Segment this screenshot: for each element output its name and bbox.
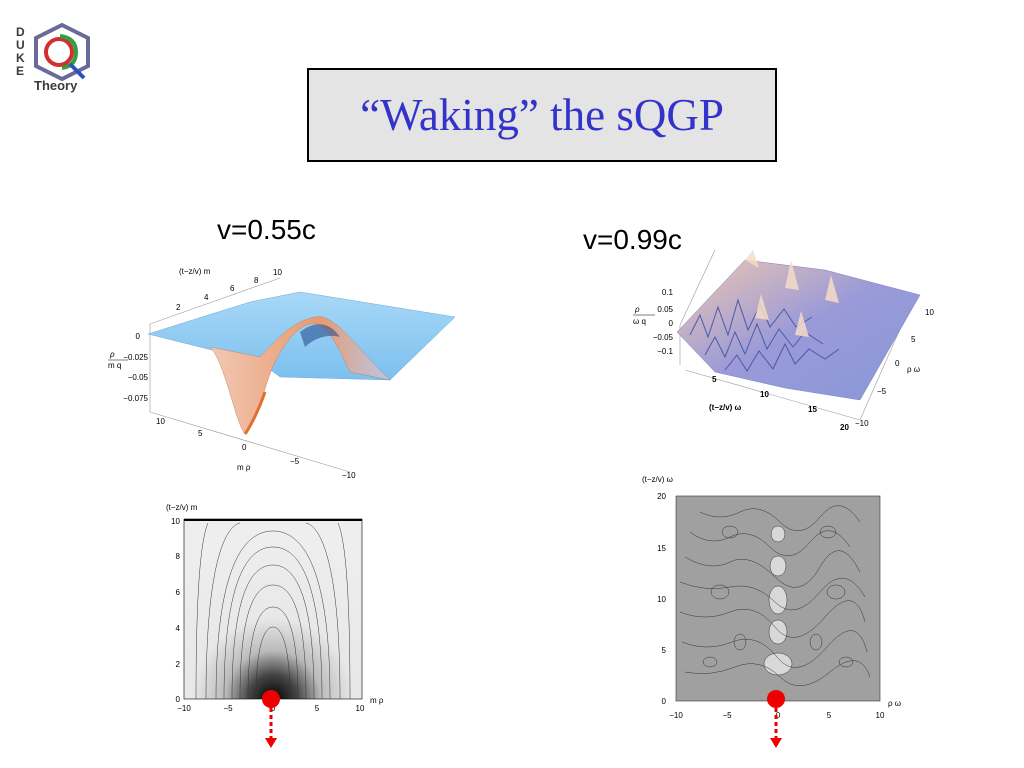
left-surface-x-tick: −5 — [290, 457, 300, 466]
right-contour-y-title: (t−z/v) ω — [642, 475, 673, 484]
right-surface-x-tick: 5 — [712, 375, 717, 384]
right-contour-x-tick: 10 — [876, 711, 885, 720]
left-surface-x-title: m ρ — [237, 463, 251, 472]
qcd-hexagon-icon — [34, 22, 90, 82]
velocity-label-left: v=0.55c — [217, 214, 316, 245]
left-source-marker-icon — [262, 690, 280, 748]
right-contour-y-tick: 20 — [657, 492, 666, 501]
left-contour-x-tick: 10 — [356, 704, 365, 713]
right-surface-x-tick: 15 — [808, 405, 817, 414]
logo-letter-u: U — [16, 38, 25, 52]
left-surface-z-tick: −0.075 — [123, 394, 148, 403]
right-contour-x-title: ρ ω — [888, 699, 901, 708]
duke-theory-logo: D U K E Theory — [12, 20, 102, 100]
right-surface-plot: 0.1 0.05 0 −0.05 −0.1 ρ ω q 5 10 15 20 (… — [633, 249, 934, 432]
left-contour-x-tick: −5 — [223, 704, 233, 713]
right-surface-z-label-num: ρ — [634, 305, 640, 314]
left-surface-x-tick: 10 — [156, 417, 165, 426]
right-surface-x-tick: 20 — [840, 423, 849, 432]
left-surface-y-tick: 2 — [176, 303, 181, 312]
title-box: “Waking” the sQGP — [307, 68, 777, 162]
left-surface-z-label-den: m q — [108, 361, 121, 370]
left-surface-y-tick: 4 — [204, 293, 209, 302]
right-source-marker-icon — [767, 690, 785, 748]
right-surface-z-tick: 0 — [669, 319, 674, 328]
right-contour-x-tick: −10 — [669, 711, 683, 720]
left-contour-y-tick: 6 — [176, 588, 181, 597]
left-surface-y-tick: 8 — [254, 276, 259, 285]
slide-title: “Waking” the sQGP — [360, 90, 724, 140]
left-contour-y-title: (t−z/v) m — [166, 503, 198, 512]
right-contour-y-tick: 10 — [657, 595, 666, 604]
logo-word: Theory — [34, 78, 78, 93]
left-contour-y-tick: 0 — [176, 695, 181, 704]
right-surface-y-tick: −5 — [877, 387, 887, 396]
right-surface-z-tick: 0.05 — [657, 305, 673, 314]
right-contour-y-tick: 0 — [662, 697, 667, 706]
right-surface-z-label-den: ω q — [633, 317, 646, 326]
logo-letters: D U K E — [16, 26, 25, 78]
left-surface-x-tick: 5 — [198, 429, 203, 438]
right-contour-x-tick: −5 — [722, 711, 732, 720]
left-contour-x-title: m ρ — [370, 696, 384, 705]
logo-letter-k: K — [16, 51, 25, 65]
right-surface-y-tick: 0 — [895, 359, 900, 368]
left-contour-x-tick: 0 — [271, 704, 276, 713]
left-contour-y-tick: 2 — [176, 660, 181, 669]
left-surface-z-label-num: ρ — [109, 350, 115, 359]
right-contour-y-tick: 5 — [662, 646, 667, 655]
logo-letter-e: E — [16, 64, 25, 78]
right-contour-x-tick: 5 — [827, 711, 832, 720]
left-surface-x-tick: 0 — [242, 443, 247, 452]
left-surface-x-tick: −10 — [342, 471, 356, 480]
right-surface-x-title: (t−z/v) ω — [709, 403, 742, 412]
left-surface-y-tick: 10 — [273, 268, 282, 277]
right-contour-plot: (t−z/v) ω 20 15 10 5 0 −10 −5 0 5 10 ρ ω — [642, 475, 901, 720]
left-surface-plot: (t−z/v) m 2 4 6 8 10 0 −0.025 −0.05 −0.0… — [108, 267, 456, 480]
left-contour-y-tick: 4 — [176, 624, 181, 633]
right-surface-y-title: ρ ω — [907, 365, 920, 374]
left-surface-y-tick: 6 — [230, 284, 235, 293]
logo-letter-d: D — [16, 25, 25, 39]
left-contour-x-tick: 5 — [315, 704, 320, 713]
right-surface-y-tick: 10 — [925, 308, 934, 317]
right-surface-x-tick: 10 — [760, 390, 769, 399]
right-surface-z-tick: −0.1 — [657, 347, 673, 356]
left-surface-z-tick: −0.025 — [123, 353, 148, 362]
right-contour-x-tick: 0 — [776, 711, 781, 720]
right-surface-z-tick: −0.05 — [653, 333, 674, 342]
left-surface-z-tick: −0.05 — [128, 373, 149, 382]
right-contour-y-tick: 15 — [657, 544, 666, 553]
velocity-label-right: v=0.99c — [583, 224, 682, 255]
left-surface-z-tick: 0 — [136, 332, 141, 341]
left-surface-y-title: (t−z/v) m — [179, 267, 211, 276]
right-surface-y-tick: 5 — [911, 335, 916, 344]
right-surface-z-tick: 0.1 — [662, 288, 674, 297]
right-surface-y-tick: −10 — [855, 419, 869, 428]
left-contour-y-tick: 10 — [171, 517, 180, 526]
left-contour-plot: (t−z/v) m 10 8 6 4 2 0 −10 −5 0 5 10 m ρ — [166, 503, 384, 713]
left-contour-y-tick: 8 — [176, 552, 181, 561]
left-contour-x-tick: −10 — [177, 704, 191, 713]
